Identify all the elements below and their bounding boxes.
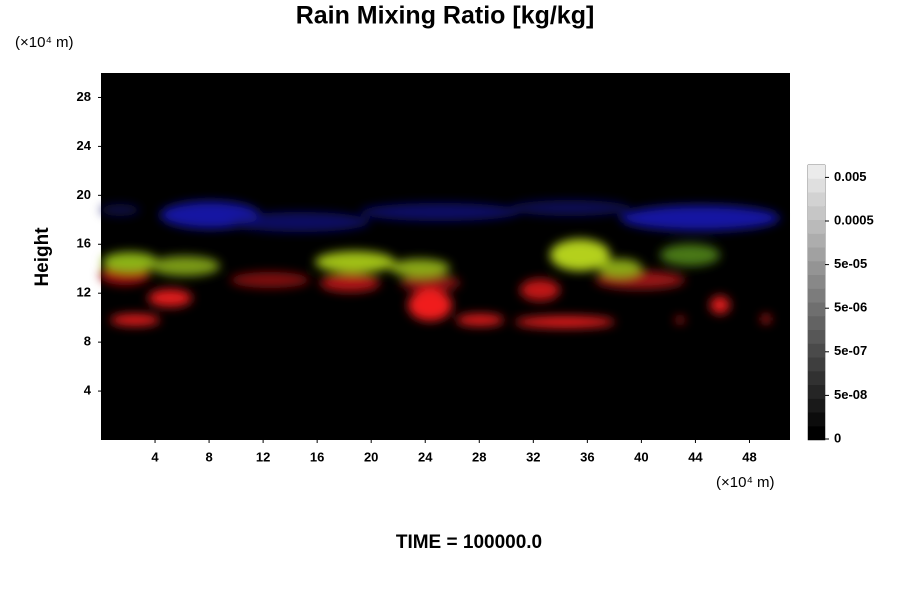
colorbar-band <box>808 288 825 303</box>
x-tick-label: 48 <box>742 449 756 464</box>
x-tick-label: 24 <box>418 449 433 464</box>
colorbar-band <box>808 233 825 248</box>
colorbar-band <box>808 343 825 358</box>
colorbar-band <box>808 261 825 275</box>
x-tick-label: 20 <box>364 449 378 464</box>
colorbar-band <box>808 247 825 262</box>
render <box>100 200 780 328</box>
colorbar-band <box>808 316 825 330</box>
colorbar-band <box>808 178 825 193</box>
colorbar-tick-label: 0 <box>834 430 841 445</box>
colorbar-band <box>808 192 825 207</box>
colorbar-band <box>808 412 825 427</box>
y-tick-label: 4 <box>84 383 92 398</box>
y-tick-label: 16 <box>77 236 91 251</box>
x-tick-label: 8 <box>205 449 212 464</box>
y-unit: (×10⁴ m) <box>15 34 74 51</box>
colorbar-tick-label: 5e-06 <box>834 300 867 315</box>
footer: TIME = 100000.0 <box>396 532 542 553</box>
chart-title: Rain Mixing Ratio [kg/kg] <box>296 2 595 30</box>
colorbar-band <box>808 398 825 413</box>
colorbar-band <box>808 371 825 385</box>
x-tick-label: 28 <box>472 449 486 464</box>
colorbar-band <box>808 302 825 317</box>
colorbar-band <box>808 165 825 179</box>
colorbar-tick-label: 0.005 <box>834 169 867 184</box>
colorbar-tick-label: 5e-07 <box>834 343 867 358</box>
y-tick-label: 12 <box>77 285 91 300</box>
y-tick-label: 20 <box>77 187 91 202</box>
x-tick-label: 32 <box>526 449 540 464</box>
x-unit: (×10⁴ m) <box>716 474 775 491</box>
colorbar-band <box>808 357 825 372</box>
x-tick-label: 12 <box>256 449 270 464</box>
y-tick-label: 8 <box>84 334 91 349</box>
colorbar-tick-label: 0.0005 <box>834 212 874 227</box>
colorbar-band <box>808 206 825 220</box>
x-tick-label: 16 <box>310 449 324 464</box>
y-tick-label: 24 <box>77 138 92 153</box>
colorbar-band <box>808 275 825 289</box>
x-tick-label: 4 <box>151 449 159 464</box>
colorbar-band <box>808 426 825 440</box>
y-tick-label: 28 <box>77 89 91 104</box>
x-tick-label: 40 <box>634 449 648 464</box>
colorbar-tick-label: 5e-05 <box>834 256 867 271</box>
colorbar-band <box>808 385 825 399</box>
y-axis-label: Height <box>32 227 53 287</box>
colorbar-band <box>808 330 825 344</box>
x-tick-label: 36 <box>580 449 594 464</box>
colorbar-tick-label: 5e-08 <box>834 387 867 402</box>
colorbar-band <box>808 220 825 234</box>
x-tick-label: 44 <box>688 449 703 464</box>
